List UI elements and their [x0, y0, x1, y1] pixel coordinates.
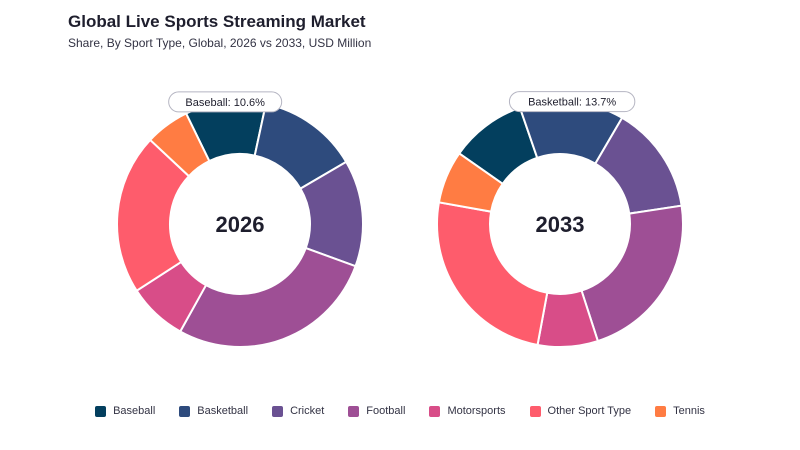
legend-label: Tennis: [673, 405, 705, 417]
legend-label: Motorsports: [447, 405, 506, 417]
callouts: Baseball: 10.6% Basketball: 13.7%: [168, 91, 636, 113]
legend-label: Other Sport Type: [547, 405, 632, 417]
legend-item-baseball[interactable]: Baseball: [95, 405, 155, 417]
legend-swatch: [272, 405, 284, 417]
legend-label: Baseball: [113, 405, 156, 417]
legend-swatch: [655, 405, 667, 417]
center-label-2033: 2033: [536, 212, 585, 237]
slice-2033-football[interactable]: [580, 204, 684, 343]
callout-baseball: Baseball: 10.6%: [168, 91, 283, 113]
legend-label: Football: [366, 405, 406, 417]
legend-item-motorsports[interactable]: Motorsports: [429, 405, 506, 417]
legend-item-other-sport-type[interactable]: Other Sport Type: [529, 405, 632, 417]
legend-label: Basketball: [197, 405, 249, 417]
legend-swatch: [95, 405, 107, 417]
donut-chart-2033: 2033: [436, 100, 684, 348]
legend-item-football[interactable]: Football: [348, 405, 405, 417]
callout-text: Basketball: 13.7%: [528, 97, 616, 109]
chart-title: Global Live Sports Streaming Market: [68, 12, 366, 31]
legend-item-basketball[interactable]: Basketball: [179, 405, 248, 417]
chart-subtitle: Share, By Sport Type, Global, 2026 vs 20…: [68, 36, 372, 50]
callout-box: [168, 91, 283, 113]
legend-item-cricket[interactable]: Cricket: [272, 405, 324, 417]
legend-swatch: [529, 405, 541, 417]
center-label-2026: 2026: [216, 212, 265, 237]
legend: Baseball Basketball Cricket Football Motorsp…: [0, 405, 800, 417]
callout-basketball: Basketball: 13.7%: [508, 91, 636, 113]
legend-swatch: [348, 405, 360, 417]
donut-chart-2026: 2026: [116, 100, 364, 348]
callout-box: [508, 91, 636, 113]
slice-2033-other-sport-type[interactable]: [436, 201, 549, 347]
slice-2026-football[interactable]: [178, 246, 357, 348]
legend-swatch: [179, 405, 191, 417]
slice-2026-tennis[interactable]: [148, 112, 211, 178]
legend-item-tennis[interactable]: Tennis: [655, 405, 705, 417]
callout-text: Baseball: 10.6%: [185, 97, 265, 109]
legend-label: Cricket: [290, 405, 325, 417]
legend-swatch: [429, 405, 441, 417]
slice-2033-tennis[interactable]: [437, 152, 505, 213]
